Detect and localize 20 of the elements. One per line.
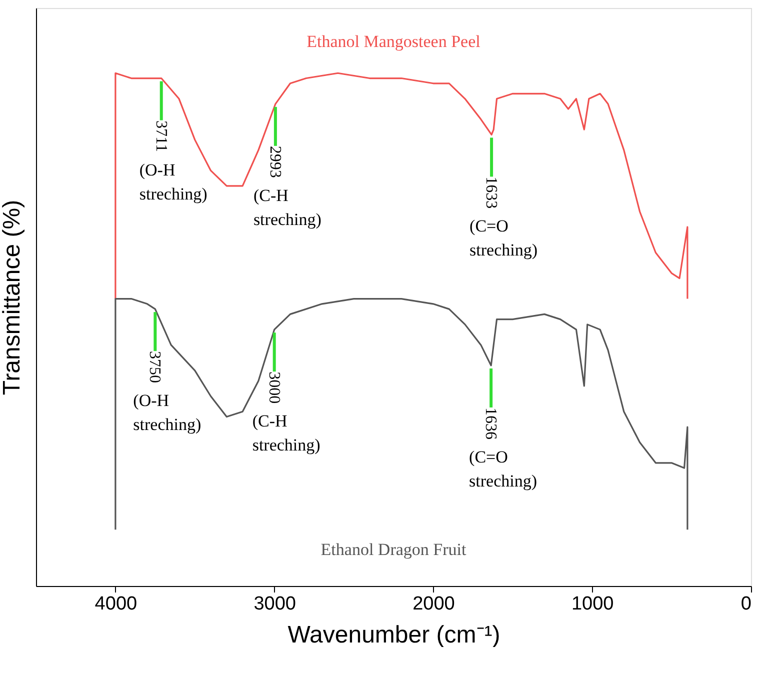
annotation: (O-H streching) (133, 391, 202, 434)
x-tick-label: 2000 (412, 594, 455, 614)
annotation: 3711 (152, 120, 170, 152)
annotation: 3000 (265, 372, 282, 404)
annotation: (C=O streching) (469, 447, 538, 490)
text: Ethanol Dragon Fruit (320, 540, 466, 559)
x-tick-label: 4000 (94, 594, 138, 614)
y-axis-title: Transmittance (%) (0, 200, 26, 396)
annotation: (C-H streching) (252, 412, 320, 455)
annotation: (C=O streching) (470, 216, 538, 260)
annotation: 1636 (482, 407, 500, 440)
annotation: 3750 (146, 351, 164, 384)
annotation: (O-H streching) (139, 160, 208, 204)
x-tick-label: 1000 (571, 594, 614, 614)
annotation: (C-H streching) (253, 186, 322, 229)
x-tick-label: 3000 (254, 594, 296, 614)
x-tick-label: 0 (740, 594, 752, 614)
annotation: 2993 (266, 146, 284, 178)
series-label: Ethanol Mangosteen Peel (306, 32, 481, 51)
annotation: 1633 (482, 176, 500, 209)
